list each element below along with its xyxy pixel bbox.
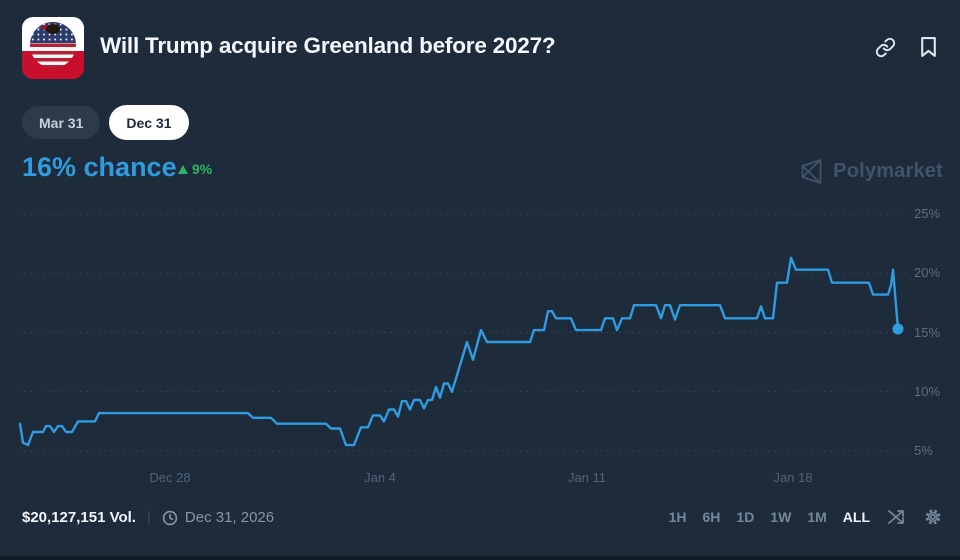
crossing-arrows-icon: [888, 510, 904, 524]
range-1w[interactable]: 1W: [770, 509, 792, 525]
compare-button[interactable]: [888, 509, 906, 525]
bottom-edge: [0, 556, 960, 560]
polymarket-wordmark: Polymarket: [833, 160, 943, 182]
x-axis-label: Jan 11: [567, 470, 607, 485]
tab-mar-31[interactable]: Mar 31: [22, 106, 101, 139]
range-all[interactable]: ALL: [842, 509, 870, 525]
clock-icon: [162, 510, 178, 525]
chart-controls: 1H 6H 1D 1W 1M ALL: [669, 508, 942, 526]
range-1m[interactable]: 1M: [807, 509, 827, 525]
price-chart[interactable]: 25% 20% 15% 10% 5% Dec 28 Jan 4 Jan 11 Jan 18: [0, 195, 960, 485]
volume-label: $20,127,151 Vol.: [22, 509, 136, 526]
footer-divider: |: [146, 509, 151, 526]
price-endpoint-dot: [892, 323, 904, 335]
gear-icon: [925, 509, 941, 525]
price-line: [18, 256, 900, 447]
range-6h[interactable]: 6H: [702, 509, 721, 525]
polymarket-watermark: Polymarket: [799, 158, 943, 185]
chance-value: 16% chance: [22, 152, 177, 182]
end-date-label: Dec 31, 2026: [184, 509, 275, 526]
y-axis-label: 20%: [914, 265, 941, 281]
market-title: Will Trump acquire Greenland before 2027…: [100, 33, 556, 58]
eagle-emblem: [46, 24, 60, 34]
chance-delta-value: 9%: [192, 161, 213, 177]
end-date: Dec 31, 2026: [162, 509, 274, 526]
outcome-tabs: Mar 31 Dec 31: [22, 105, 189, 140]
copy-link-button[interactable]: [875, 37, 896, 58]
chance-delta: 9%: [178, 161, 212, 177]
range-1d[interactable]: 1D: [736, 509, 755, 525]
bookmark-icon: [921, 37, 936, 57]
us-flag-circle: [30, 22, 76, 68]
triangle-up-icon: [178, 164, 188, 174]
x-axis-label: Jan 18: [773, 470, 813, 485]
x-axis-label: Dec 28: [149, 470, 191, 485]
bookmark-button[interactable]: [920, 36, 937, 58]
link-icon: [875, 37, 896, 57]
tab-dec-31[interactable]: Dec 31: [109, 105, 189, 140]
market-icon: [22, 17, 84, 79]
polymarket-logo-icon: [801, 159, 822, 184]
y-axis-label: 5%: [914, 443, 933, 458]
y-axis-label: 15%: [914, 324, 941, 340]
y-axis-label: 25%: [914, 206, 941, 221]
settings-button[interactable]: [924, 508, 942, 526]
y-axis-label: 10%: [914, 383, 941, 399]
x-axis-label: Jan 4: [364, 470, 396, 485]
range-1h[interactable]: 1H: [668, 509, 687, 525]
